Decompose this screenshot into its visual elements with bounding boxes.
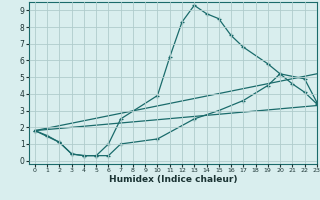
X-axis label: Humidex (Indice chaleur): Humidex (Indice chaleur) — [108, 175, 237, 184]
